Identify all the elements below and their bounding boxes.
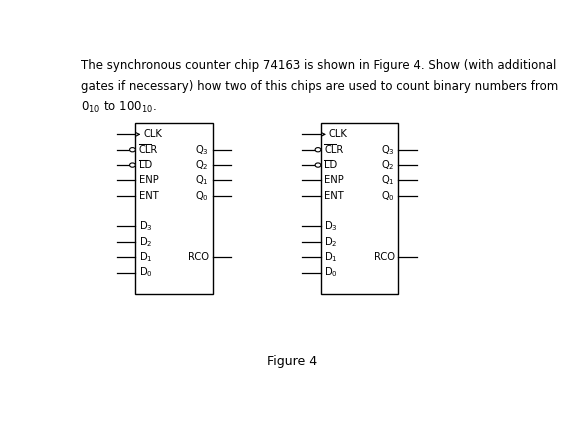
Text: $\mathrm{D}_0$: $\mathrm{D}_0$ (324, 266, 338, 279)
Text: gates if necessary) how two of this chips are used to count binary numbers from: gates if necessary) how two of this chip… (81, 80, 558, 93)
Text: $\mathrm{D}_2$: $\mathrm{D}_2$ (324, 235, 338, 249)
Text: $\mathrm{Q}_3$: $\mathrm{Q}_3$ (381, 143, 394, 157)
Text: $\mathrm{Q}_1$: $\mathrm{Q}_1$ (196, 173, 209, 187)
Text: ENT: ENT (139, 191, 158, 201)
Text: $\mathrm{Q}_0$: $\mathrm{Q}_0$ (381, 189, 394, 203)
Text: $\mathrm{D}_2$: $\mathrm{D}_2$ (139, 235, 152, 249)
Text: ENP: ENP (324, 176, 344, 185)
Text: $\mathrm{D}_1$: $\mathrm{D}_1$ (139, 250, 152, 264)
Text: $\mathrm{Q}_2$: $\mathrm{Q}_2$ (381, 158, 394, 172)
Text: RCO: RCO (373, 252, 394, 262)
Text: $\mathrm{Q}_0$: $\mathrm{Q}_0$ (195, 189, 209, 203)
Bar (135, 123, 213, 294)
Circle shape (315, 147, 321, 152)
Text: LD: LD (324, 160, 337, 170)
Circle shape (129, 163, 135, 167)
Text: The synchronous counter chip 74163 is shown in Figure 4. Show (with additional: The synchronous counter chip 74163 is sh… (81, 59, 556, 72)
Text: $\mathrm{D}_3$: $\mathrm{D}_3$ (324, 219, 338, 233)
Text: CLR: CLR (324, 145, 344, 155)
Text: CLR: CLR (139, 145, 158, 155)
Circle shape (315, 163, 321, 167)
Text: $\mathrm{D}_0$: $\mathrm{D}_0$ (139, 266, 153, 279)
Text: ENP: ENP (139, 176, 158, 185)
Text: RCO: RCO (188, 252, 209, 262)
Text: $\mathrm{Q}_2$: $\mathrm{Q}_2$ (196, 158, 209, 172)
Circle shape (129, 147, 135, 152)
Text: $\mathrm{Q}_1$: $\mathrm{Q}_1$ (381, 173, 394, 187)
Text: LD: LD (139, 160, 152, 170)
Text: ENT: ENT (324, 191, 344, 201)
Text: CLK: CLK (143, 130, 162, 139)
Text: CLK: CLK (329, 130, 348, 139)
Text: $\mathrm{D}_3$: $\mathrm{D}_3$ (139, 219, 153, 233)
Text: Figure 4: Figure 4 (267, 354, 317, 368)
Text: $\mathrm{D}_1$: $\mathrm{D}_1$ (324, 250, 338, 264)
Text: $\mathrm{Q}_3$: $\mathrm{Q}_3$ (195, 143, 209, 157)
Text: $0_{10}$ to $100_{10}$.: $0_{10}$ to $100_{10}$. (81, 100, 157, 115)
Bar (321, 123, 398, 294)
